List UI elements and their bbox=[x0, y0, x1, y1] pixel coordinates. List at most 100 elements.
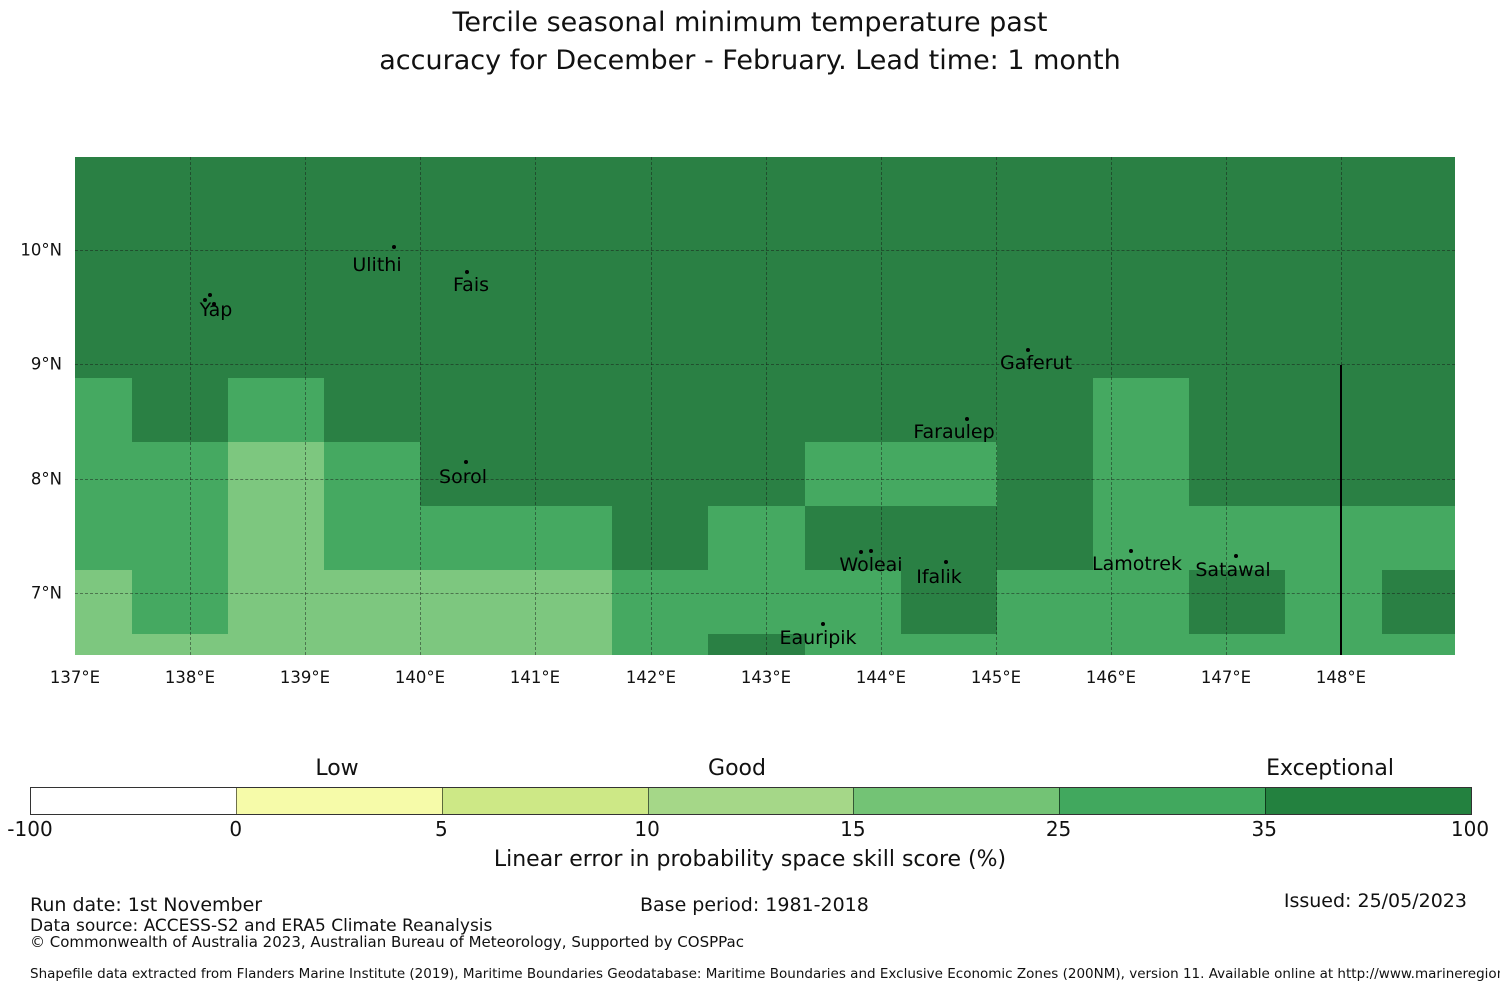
colorbar-segment bbox=[1265, 788, 1472, 814]
grid-cell bbox=[1285, 250, 1382, 314]
grid-cell bbox=[1189, 157, 1285, 186]
grid-cell bbox=[75, 157, 132, 186]
grid-cell bbox=[1189, 186, 1285, 250]
footer-shapefile: Shapefile data extracted from Flanders M… bbox=[30, 966, 1500, 982]
grid-cell bbox=[997, 570, 1093, 634]
grid-cell bbox=[1093, 250, 1189, 314]
grid-cell bbox=[1285, 186, 1382, 250]
colorbar-segment bbox=[647, 788, 854, 814]
grid-cell bbox=[75, 570, 132, 634]
gridline-vertical bbox=[1111, 157, 1112, 655]
grid-cell bbox=[516, 314, 612, 378]
x-tick-label: 141°E bbox=[509, 668, 561, 687]
grid-cell bbox=[901, 314, 997, 378]
figure-title-line1: Tercile seasonal minimum temperature pas… bbox=[452, 7, 1048, 38]
island-dot bbox=[965, 417, 969, 421]
x-tick-label: 138°E bbox=[164, 668, 216, 687]
island-dot bbox=[464, 460, 468, 464]
colorbar-tick-label: 25 bbox=[1045, 817, 1072, 841]
grid-cell bbox=[1382, 314, 1455, 378]
grid-cell bbox=[1382, 157, 1455, 186]
grid-cell bbox=[805, 186, 901, 250]
grid-cell bbox=[228, 442, 324, 506]
grid-cell bbox=[75, 250, 132, 314]
grid-cell bbox=[612, 634, 708, 655]
gridline-vertical bbox=[881, 157, 882, 655]
island-dot bbox=[208, 293, 212, 297]
grid-cell bbox=[132, 186, 228, 250]
grid-cell bbox=[420, 506, 516, 570]
grid-cell bbox=[75, 378, 132, 442]
gridline-horizontal bbox=[75, 250, 1455, 251]
grid-cell bbox=[228, 250, 324, 314]
island-dot bbox=[392, 245, 396, 249]
grid-cell bbox=[1382, 442, 1455, 506]
y-tick-label: 8°N bbox=[30, 469, 62, 489]
island-label: Yap bbox=[199, 299, 233, 321]
grid-cell bbox=[708, 634, 805, 655]
grid-cell bbox=[75, 506, 132, 570]
grid-cell bbox=[1382, 506, 1455, 570]
island-dot bbox=[1234, 554, 1238, 558]
gridline-vertical bbox=[305, 157, 306, 655]
footer-copyright: © Commonwealth of Australia 2023, Austra… bbox=[30, 933, 744, 951]
grid-cell bbox=[1382, 186, 1455, 250]
gridline-horizontal bbox=[75, 593, 1455, 594]
grid-cell bbox=[420, 442, 516, 506]
grid-cell bbox=[708, 186, 805, 250]
grid-cell bbox=[805, 506, 901, 570]
colorbar-tick-label: 15 bbox=[840, 817, 866, 841]
grid-cell bbox=[997, 506, 1093, 570]
grid-cell bbox=[420, 634, 516, 655]
grid-cell bbox=[1285, 570, 1382, 634]
grid-cell bbox=[132, 378, 228, 442]
grid-cell bbox=[997, 442, 1093, 506]
gridline-vertical bbox=[420, 157, 421, 655]
grid-cell bbox=[612, 506, 708, 570]
footer-data-source: Data source: ACCESS-S2 and ERA5 Climate … bbox=[30, 916, 493, 936]
grid-cell bbox=[1093, 378, 1189, 442]
grid-cell bbox=[1382, 250, 1455, 314]
grid-cell bbox=[805, 634, 901, 655]
gridline-vertical bbox=[535, 157, 536, 655]
grid-cell bbox=[228, 506, 324, 570]
gridline-horizontal bbox=[75, 364, 1455, 365]
gridline-vertical bbox=[766, 157, 767, 655]
grid-cell bbox=[324, 506, 420, 570]
grid-cell bbox=[1189, 378, 1285, 442]
grid-cell bbox=[1382, 378, 1455, 442]
grid-cell bbox=[1093, 442, 1189, 506]
grid-cell bbox=[805, 442, 901, 506]
island-dot bbox=[203, 298, 207, 302]
grid-cell bbox=[997, 378, 1093, 442]
colorbar-tier-label: Low bbox=[315, 756, 359, 781]
grid-cell bbox=[708, 250, 805, 314]
grid-cell bbox=[997, 186, 1093, 250]
grid-cell bbox=[1093, 157, 1189, 186]
grid-cell bbox=[1382, 570, 1455, 634]
island-label: Sorol bbox=[439, 466, 487, 488]
grid-cell bbox=[516, 157, 612, 186]
grid-cell bbox=[132, 506, 228, 570]
grid-cell bbox=[612, 442, 708, 506]
footer-issued: Issued: 25/05/2023 bbox=[1283, 890, 1467, 912]
y-tick-label: 7°N bbox=[30, 583, 62, 603]
grid-cell bbox=[324, 186, 420, 250]
colorbar-tick-label: 100 bbox=[1450, 817, 1490, 841]
grid-cell bbox=[612, 157, 708, 186]
y-tick-label: 10°N bbox=[20, 240, 62, 260]
grid-cell bbox=[228, 314, 324, 378]
grid-cell bbox=[708, 570, 805, 634]
island-label: Satawal bbox=[1195, 559, 1271, 581]
figure-title-line2: accuracy for December - February. Lead t… bbox=[379, 45, 1121, 76]
x-tick-label: 140°E bbox=[394, 668, 446, 687]
grid-cell bbox=[612, 250, 708, 314]
grid-cell bbox=[1285, 442, 1382, 506]
colorbar-tick-label: 35 bbox=[1251, 817, 1278, 841]
island-label: Eauripik bbox=[779, 627, 857, 649]
grid-cell bbox=[228, 570, 324, 634]
grid-cell bbox=[132, 157, 228, 186]
colorbar-segment bbox=[853, 788, 1060, 814]
